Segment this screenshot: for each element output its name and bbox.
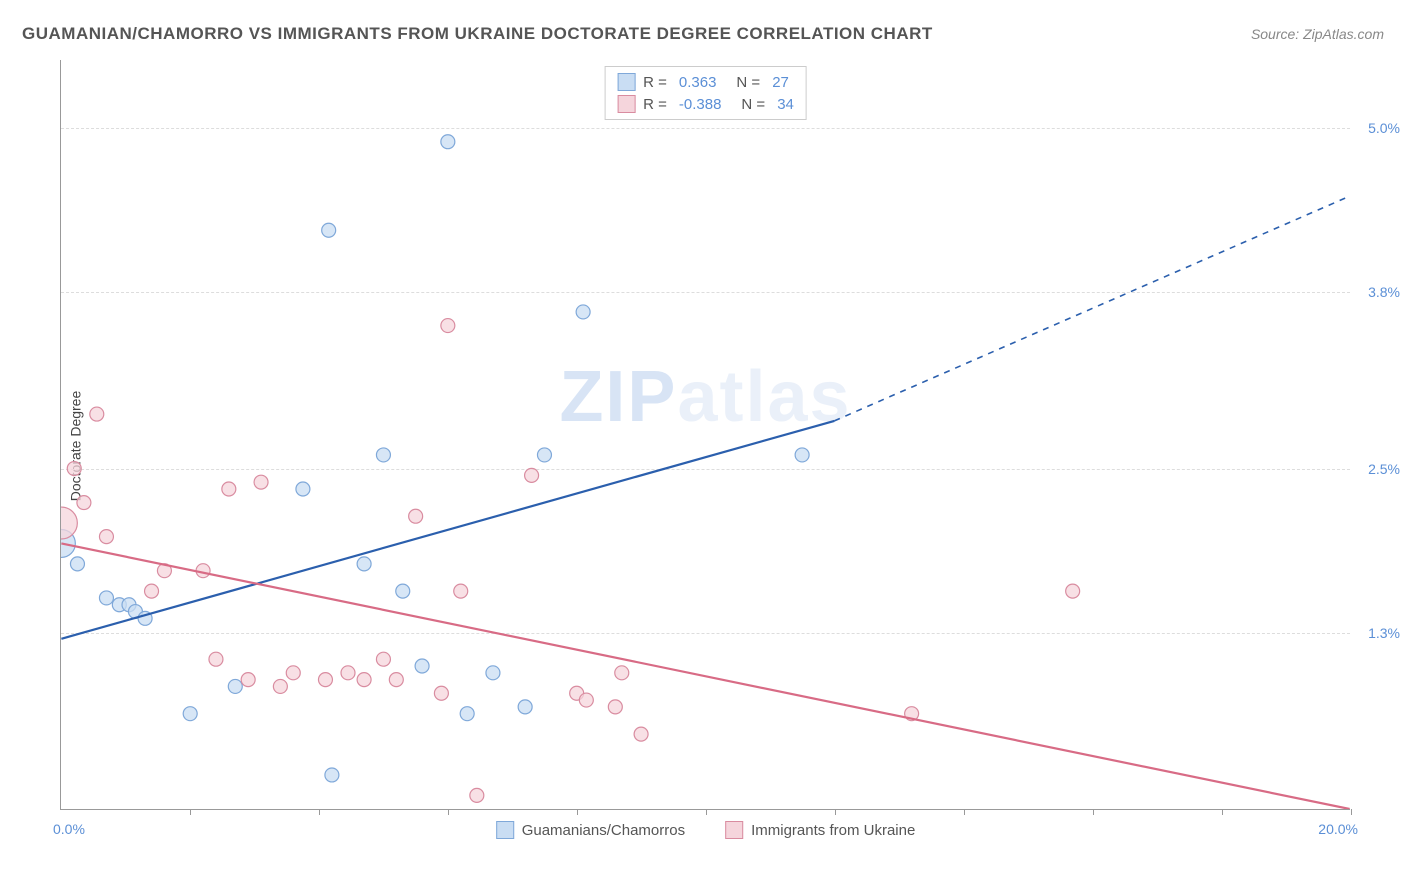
y-tick-label: 5.0% (1368, 120, 1400, 136)
data-point (525, 468, 539, 482)
data-point (376, 652, 390, 666)
data-point (415, 659, 429, 673)
data-point (576, 305, 590, 319)
data-point (434, 686, 448, 700)
x-tick-mark (835, 809, 836, 815)
data-point (376, 448, 390, 462)
correlation-legend: R =0.363 N =27 R =-0.388 N =34 (604, 66, 807, 120)
y-tick-label: 1.3% (1368, 625, 1400, 641)
x-tick-mark (1093, 809, 1094, 815)
data-point (357, 673, 371, 687)
data-point (537, 448, 551, 462)
x-tick-mark (319, 809, 320, 815)
data-point (441, 135, 455, 149)
series-legend: Guamanians/Chamorros Immigrants from Ukr… (496, 821, 916, 839)
chart-header: GUAMANIAN/CHAMORRO VS IMMIGRANTS FROM UK… (22, 24, 1384, 44)
chart-plot-area: ZIPatlas R =0.363 N =27 R =-0.388 N =34 … (60, 60, 1350, 810)
x-tick-mark (448, 809, 449, 815)
data-point (615, 666, 629, 680)
data-point (61, 507, 77, 539)
data-point (634, 727, 648, 741)
data-point (99, 530, 113, 544)
scatter-plot-svg (61, 60, 1350, 809)
data-point (795, 448, 809, 462)
data-point (318, 673, 332, 687)
x-tick-mark (577, 809, 578, 815)
data-point (579, 693, 593, 707)
data-point (1066, 584, 1080, 598)
trend-line-extrapolated (834, 196, 1349, 421)
legend-swatch-blue (496, 821, 514, 839)
data-point (325, 768, 339, 782)
legend-row-series2: R =-0.388 N =34 (617, 93, 794, 115)
data-point (183, 707, 197, 721)
legend-row-series1: R =0.363 N =27 (617, 71, 794, 93)
trend-line (61, 421, 834, 639)
x-axis-max-label: 20.0% (1318, 821, 1358, 837)
data-point (222, 482, 236, 496)
data-point (341, 666, 355, 680)
y-tick-label: 3.8% (1368, 284, 1400, 300)
data-point (470, 788, 484, 802)
data-point (286, 666, 300, 680)
data-point (460, 707, 474, 721)
x-tick-mark (190, 809, 191, 815)
data-point (67, 462, 81, 476)
data-point (486, 666, 500, 680)
x-axis-min-label: 0.0% (53, 821, 85, 837)
data-point (389, 673, 403, 687)
y-tick-label: 2.5% (1368, 461, 1400, 477)
legend-item-guamanians: Guamanians/Chamorros (496, 821, 685, 839)
data-point (409, 509, 423, 523)
source-attribution: Source: ZipAtlas.com (1251, 26, 1384, 42)
x-tick-mark (964, 809, 965, 815)
legend-swatch-pink (617, 95, 635, 113)
data-point (99, 591, 113, 605)
data-point (608, 700, 622, 714)
legend-swatch-blue (617, 73, 635, 91)
data-point (254, 475, 268, 489)
data-point (296, 482, 310, 496)
data-point (273, 679, 287, 693)
data-point (441, 319, 455, 333)
data-point (77, 496, 91, 510)
data-point (357, 557, 371, 571)
data-point (70, 557, 84, 571)
data-point (454, 584, 468, 598)
data-point (241, 673, 255, 687)
data-point (396, 584, 410, 598)
data-point (145, 584, 159, 598)
x-tick-mark (706, 809, 707, 815)
legend-swatch-pink (725, 821, 743, 839)
x-tick-mark (1222, 809, 1223, 815)
data-point (209, 652, 223, 666)
data-point (322, 223, 336, 237)
x-tick-mark (1351, 809, 1352, 815)
chart-title: GUAMANIAN/CHAMORRO VS IMMIGRANTS FROM UK… (22, 24, 933, 44)
data-point (518, 700, 532, 714)
data-point (228, 679, 242, 693)
data-point (90, 407, 104, 421)
legend-item-ukraine: Immigrants from Ukraine (725, 821, 915, 839)
